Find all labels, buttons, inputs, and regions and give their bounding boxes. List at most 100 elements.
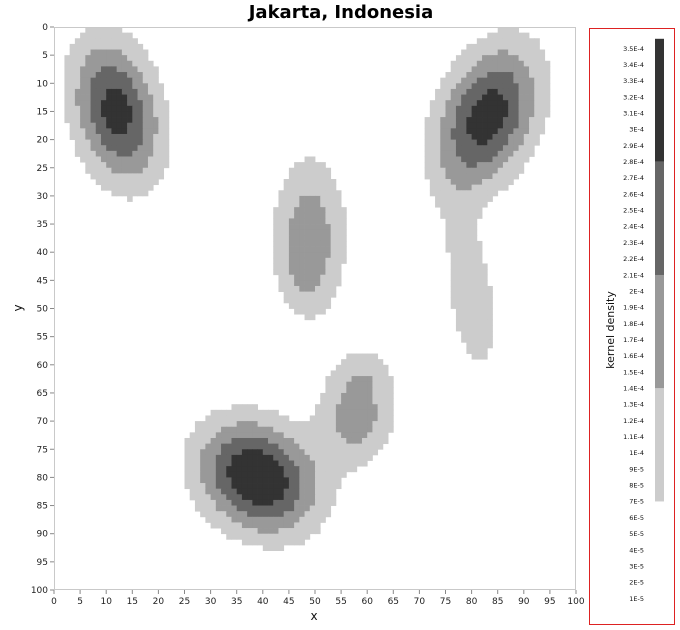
density-cell <box>534 128 540 135</box>
density-cell <box>377 443 384 450</box>
density-cell <box>445 212 452 219</box>
density-cell <box>200 477 206 484</box>
density-cell <box>257 516 264 523</box>
density-cell <box>137 72 144 79</box>
density-cell <box>497 173 504 180</box>
density-cell <box>309 207 316 214</box>
density-cell <box>466 269 472 276</box>
density-cell <box>80 133 86 140</box>
density-cell <box>534 139 540 146</box>
density-cell <box>497 184 504 191</box>
density-cell <box>450 111 457 118</box>
colorbar-label: 2.5E-4 <box>623 207 644 215</box>
density-cell <box>471 179 478 186</box>
density-cell <box>95 72 102 79</box>
density-cell <box>450 184 457 191</box>
density-cell <box>132 60 138 67</box>
density-cell <box>471 195 478 202</box>
density-cell <box>116 43 123 50</box>
density-cell <box>341 466 347 473</box>
colorbar-label: 2.1E-4 <box>623 271 644 279</box>
density-cell <box>163 150 170 157</box>
density-cell <box>278 505 285 512</box>
density-cell <box>487 83 493 90</box>
density-cell <box>132 145 138 152</box>
density-cell <box>106 105 112 112</box>
density-cell <box>466 43 472 50</box>
density-cell <box>320 218 326 225</box>
density-cell <box>288 274 295 281</box>
density-cell <box>90 55 97 62</box>
density-cell <box>106 77 112 84</box>
density-cell <box>367 409 373 416</box>
density-cell <box>247 404 253 411</box>
density-cell <box>482 150 488 157</box>
density-cell <box>257 522 264 529</box>
density-cell <box>461 150 467 157</box>
density-cell <box>450 302 457 309</box>
density-cell <box>262 466 269 473</box>
density-cell <box>461 285 467 293</box>
density-cell <box>461 156 467 163</box>
density-cell <box>455 212 462 219</box>
density-cell <box>455 184 462 191</box>
density-cell <box>252 483 258 490</box>
density-cell <box>346 454 352 461</box>
density-cell <box>147 156 154 163</box>
density-cell <box>299 477 305 484</box>
density-cell <box>200 454 206 461</box>
density-cell <box>283 432 290 439</box>
density-cell <box>330 449 337 456</box>
density-cell <box>461 297 467 304</box>
density-cell <box>529 94 535 101</box>
density-cell <box>74 55 81 62</box>
density-cell <box>335 483 342 490</box>
density-cell <box>455 128 462 135</box>
density-cell <box>142 77 149 84</box>
density-cell <box>325 449 332 456</box>
density-cell <box>435 156 441 163</box>
density-cell <box>210 432 217 439</box>
density-cell <box>482 55 488 62</box>
density-cell <box>121 162 128 169</box>
density-cell <box>121 100 128 107</box>
density-cell <box>252 533 258 540</box>
density-cell <box>513 72 519 79</box>
density-cell <box>262 443 269 450</box>
density-cell <box>205 511 211 518</box>
density-cell <box>455 319 462 326</box>
density-cell <box>502 156 509 163</box>
density-cell <box>341 460 347 467</box>
density-cell <box>294 167 300 174</box>
density-cell <box>189 443 196 450</box>
density-cell <box>330 235 337 242</box>
x-tick-label: 75 <box>440 597 451 607</box>
density-cell <box>315 404 321 411</box>
density-cell <box>252 421 258 428</box>
density-cell <box>252 409 258 416</box>
density-cell <box>132 66 138 73</box>
density-cell <box>200 432 206 439</box>
density-cell <box>356 381 363 388</box>
density-cell <box>100 55 107 62</box>
density-cell <box>236 471 243 478</box>
density-cell <box>121 184 128 191</box>
density-cell <box>513 83 519 90</box>
density-cell <box>111 156 118 163</box>
density-cell <box>231 516 238 523</box>
density-cell <box>304 229 311 236</box>
density-cell <box>315 421 321 428</box>
density-cell <box>529 38 535 45</box>
density-cell <box>508 105 514 112</box>
density-cell <box>476 38 483 45</box>
density-cell <box>268 483 274 490</box>
density-cell <box>221 454 227 461</box>
density-cell <box>346 409 352 416</box>
density-cell <box>466 162 472 169</box>
density-cell <box>461 55 467 62</box>
density-cell <box>273 544 279 551</box>
density-cell <box>320 229 326 236</box>
density-cell <box>106 122 112 129</box>
density-cell <box>215 443 222 450</box>
density-cell <box>278 274 285 281</box>
